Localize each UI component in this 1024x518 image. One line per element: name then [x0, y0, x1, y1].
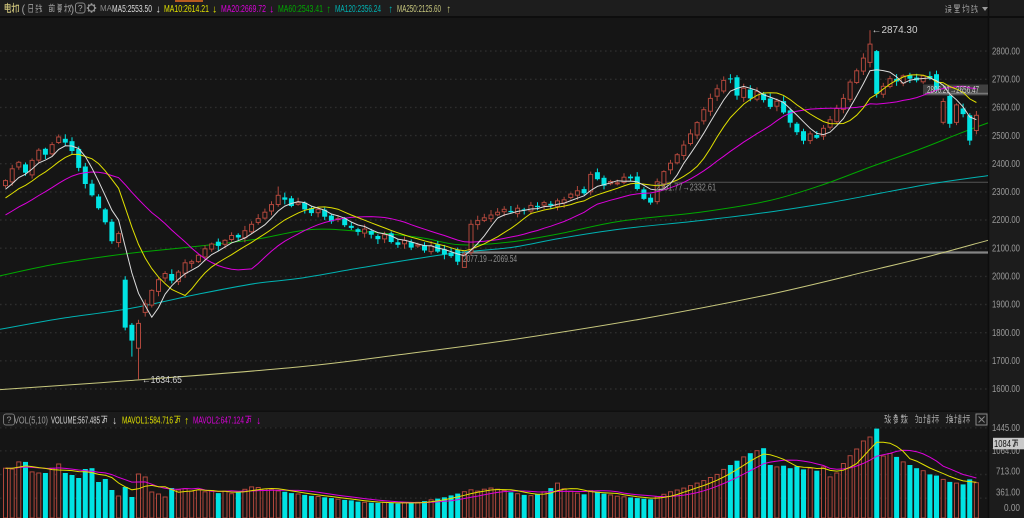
svg-text:↓: ↓ — [112, 415, 117, 427]
svg-text:(: ( — [22, 4, 26, 16]
svg-text:VOL(5,10): VOL(5,10) — [14, 416, 48, 427]
svg-text:1700.00: 1700.00 — [992, 356, 1020, 367]
svg-text:713.00: 713.00 — [996, 466, 1020, 477]
svg-text:2301.77→2332.61: 2301.77→2332.61 — [656, 183, 716, 194]
svg-text:2000.00: 2000.00 — [992, 272, 1020, 283]
svg-text:2400.00: 2400.00 — [992, 159, 1020, 170]
svg-text:2100.00: 2100.00 — [992, 243, 1020, 254]
svg-text:361.00: 361.00 — [996, 488, 1020, 499]
svg-text:1084: 1084 — [994, 439, 1011, 450]
svg-text:VOLUME:567.485: VOLUME:567.485 — [51, 416, 100, 427]
svg-text:2077.19→2069.54: 2077.19→2069.54 — [463, 254, 517, 265]
svg-text:MA10:2614.21: MA10:2614.21 — [164, 4, 209, 15]
svg-text:←1634.65: ←1634.65 — [142, 375, 182, 386]
svg-text:2800.00: 2800.00 — [992, 46, 1020, 57]
svg-text:↓: ↓ — [269, 4, 274, 16]
svg-text:?: ? — [78, 3, 83, 13]
svg-text:MA: MA — [100, 4, 113, 13]
svg-text:2806.21→2656.47: 2806.21→2656.47 — [927, 85, 979, 96]
svg-text:↑: ↑ — [184, 415, 189, 427]
svg-text:2700.00: 2700.00 — [992, 75, 1020, 86]
svg-text:1800.00: 1800.00 — [992, 328, 1020, 339]
svg-text:←2874.30: ←2874.30 — [872, 25, 918, 36]
svg-text:MA250:2125.60: MA250:2125.60 — [397, 4, 441, 15]
svg-text:MAVOL2:647.124: MAVOL2:647.124 — [193, 416, 244, 427]
svg-text:1064.00: 1064.00 — [992, 446, 1020, 457]
svg-text:↓: ↓ — [156, 4, 161, 16]
svg-text:0.00: 0.00 — [1004, 503, 1020, 514]
svg-text:1445.00: 1445.00 — [992, 423, 1020, 434]
svg-text:↑: ↑ — [326, 4, 331, 16]
svg-text:↑: ↑ — [446, 4, 451, 16]
svg-text:2500.00: 2500.00 — [992, 131, 1020, 142]
svg-text:MAVOL1:584.716: MAVOL1:584.716 — [122, 416, 173, 427]
svg-text:↑: ↑ — [388, 4, 393, 16]
svg-text:): ) — [71, 4, 75, 16]
svg-text:↓: ↓ — [256, 415, 261, 427]
svg-text:MA120:2356.24: MA120:2356.24 — [335, 4, 381, 15]
svg-text:2300.00: 2300.00 — [992, 187, 1020, 198]
svg-text:MA20:2669.72: MA20:2669.72 — [221, 4, 266, 15]
svg-text:2600.00: 2600.00 — [992, 103, 1020, 114]
svg-text:MA5:2553.50: MA5:2553.50 — [112, 4, 152, 15]
svg-text:MA60:2543.41: MA60:2543.41 — [278, 4, 323, 15]
svg-text:?: ? — [6, 415, 11, 425]
svg-text:↓: ↓ — [212, 4, 217, 16]
svg-text:1600.00: 1600.00 — [992, 384, 1020, 395]
svg-text:1900.00: 1900.00 — [992, 300, 1020, 311]
svg-text:2200.00: 2200.00 — [992, 215, 1020, 226]
